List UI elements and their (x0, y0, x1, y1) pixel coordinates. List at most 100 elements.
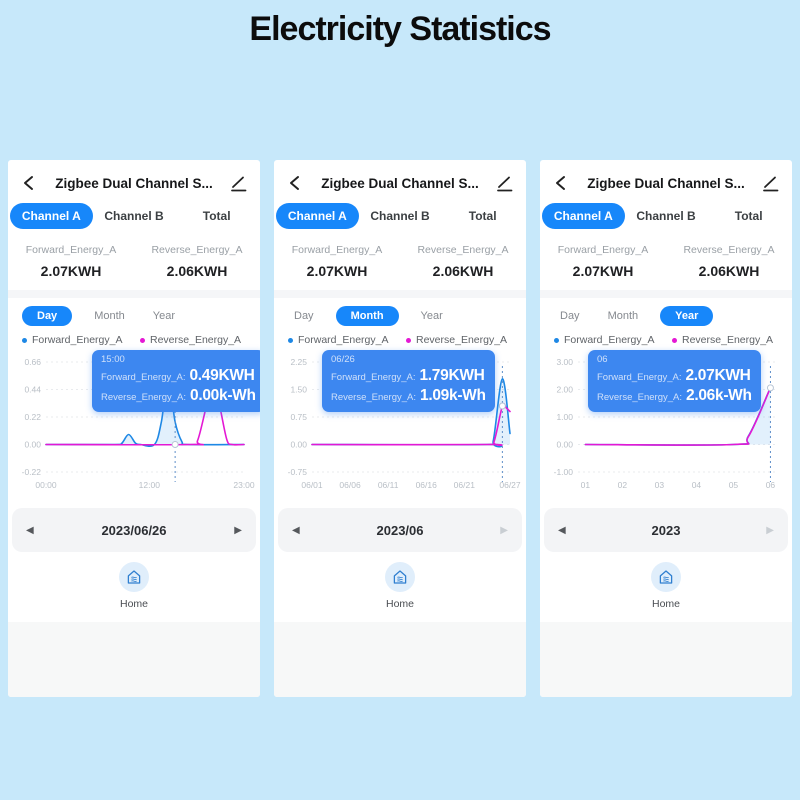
period-tab-month[interactable]: Month (94, 310, 125, 322)
channel-tabs: Channel A Channel B Total (8, 200, 260, 232)
period-tabs: Day Month Year (540, 300, 792, 332)
energy-stats: Forward_Energy_A 2.07KWH Reverse_Energy_… (540, 236, 792, 290)
reverse-energy-stat: Reverse_Energy_A 2.06KWH (400, 236, 526, 290)
period-tab-month[interactable]: Month (335, 306, 399, 326)
chart-tooltip: 06/26 Forward_Energy_A: 1.79KWH Reverse_E… (322, 350, 495, 413)
edit-pencil-icon[interactable] (760, 173, 780, 193)
tab-channel-a[interactable]: Channel A (276, 203, 359, 229)
tab-channel-a[interactable]: Channel A (10, 203, 93, 229)
svg-text:2.25: 2.25 (290, 357, 307, 367)
chart-tooltip: 15:00 Forward_Energy_A: 0.49KWH Reverse_E… (92, 350, 260, 413)
next-date-arrow[interactable]: ▶ (234, 524, 242, 536)
period-tab-day[interactable]: Day (22, 306, 73, 326)
bottom-bar: Home (8, 552, 260, 618)
home-icon (659, 570, 673, 584)
svg-text:05: 05 (729, 480, 739, 490)
phone-card-year: Zigbee Dual Channel S... Channel A Chann… (540, 160, 792, 697)
reverse-energy-value: 2.06KWH (432, 263, 494, 279)
next-date-arrow[interactable]: ▶ (766, 524, 774, 536)
energy-chart-year[interactable]: 3.00 2.00 1.00 0.00 -1.00 01 02 03 04 05 06 06 For… (540, 348, 792, 494)
edit-pencil-icon[interactable] (494, 173, 514, 193)
reverse-legend-dot (406, 337, 411, 343)
svg-text:-1.00: -1.00 (554, 467, 574, 477)
tab-channel-b[interactable]: Channel B (370, 209, 430, 223)
svg-text:0.75: 0.75 (290, 412, 307, 422)
app-header: Zigbee Dual Channel S... (8, 166, 260, 200)
svg-text:2.00: 2.00 (556, 385, 573, 395)
svg-text:06/27: 06/27 (499, 480, 521, 490)
svg-text:0.00: 0.00 (556, 440, 573, 450)
tab-total[interactable]: Total (202, 209, 231, 223)
home-button[interactable] (651, 562, 681, 592)
date-value: 2023/06/26 (101, 522, 167, 538)
energy-stats: Forward_Energy_A 2.07KWH Reverse_Energy_… (274, 236, 526, 290)
next-date-arrow[interactable]: ▶ (500, 524, 508, 536)
period-tab-year[interactable]: Year (420, 310, 443, 322)
tab-channel-b[interactable]: Channel B (636, 209, 696, 223)
svg-text:06/01: 06/01 (301, 480, 323, 490)
legend-forward: Forward_Energy_A (554, 334, 672, 346)
prev-date-arrow[interactable]: ◀ (292, 524, 300, 536)
back-icon[interactable] (20, 173, 40, 193)
bottom-bar: Home (540, 552, 792, 618)
app-header: Zigbee Dual Channel S... (274, 166, 526, 200)
phone-bottom-area (8, 622, 260, 697)
svg-text:02: 02 (618, 480, 628, 490)
prev-date-arrow[interactable]: ◀ (26, 524, 34, 536)
svg-text:06/06: 06/06 (339, 480, 361, 490)
forward-energy-stat: Forward_Energy_A 2.07KWH (8, 236, 134, 290)
forward-legend-dot (288, 337, 293, 343)
period-tab-day[interactable]: Day (560, 310, 580, 322)
svg-text:06/21: 06/21 (454, 480, 476, 490)
forward-energy-value: 2.07KWH (306, 263, 368, 279)
forward-energy-label: Forward_Energy_A (557, 244, 649, 256)
period-tab-year[interactable]: Year (152, 310, 175, 322)
forward-energy-value: 2.07KWH (40, 263, 102, 279)
section-divider (274, 290, 526, 298)
forward-energy-label: Forward_Energy_A (291, 244, 383, 256)
reverse-energy-value: 2.06KWH (698, 263, 760, 279)
back-icon[interactable] (286, 173, 306, 193)
section-divider (8, 290, 260, 298)
energy-chart-day[interactable]: 0.66 0.44 0.22 0.00 -0.22 00:00 12:00 23:00 15:… (8, 348, 260, 494)
chart-tooltip: 06 Forward_Energy_A: 2.07KWH Reverse_Ener… (588, 350, 761, 413)
period-tab-day[interactable]: Day (294, 310, 314, 322)
svg-text:3.00: 3.00 (556, 357, 573, 367)
channel-tabs: Channel A Channel B Total (540, 200, 792, 232)
home-icon (127, 570, 141, 584)
forward-energy-label: Forward_Energy_A (25, 244, 117, 256)
section-divider (540, 290, 792, 298)
date-navigator: ◀ 2023/06 ▶ (278, 508, 522, 552)
svg-text:1.50: 1.50 (290, 385, 307, 395)
edit-pencil-icon[interactable] (228, 173, 248, 193)
phone-card-month: Zigbee Dual Channel S... Channel A Chann… (274, 160, 526, 697)
reverse-energy-label: Reverse_Energy_A (683, 244, 775, 256)
svg-text:04: 04 (692, 480, 702, 490)
reverse-energy-stat: Reverse_Energy_A 2.06KWH (134, 236, 260, 290)
tab-total[interactable]: Total (468, 209, 497, 223)
tab-channel-a[interactable]: Channel A (542, 203, 625, 229)
period-tabs: Day Month Year (274, 300, 526, 332)
energy-chart-month[interactable]: 2.25 1.50 0.75 0.00 -0.75 06/01 06/06 06/11 06/1… (274, 348, 526, 494)
forward-energy-stat: Forward_Energy_A 2.07KWH (540, 236, 666, 290)
period-tab-month[interactable]: Month (607, 310, 639, 322)
prev-date-arrow[interactable]: ◀ (558, 524, 566, 536)
tab-total[interactable]: Total (734, 209, 763, 223)
forward-legend-dot (22, 337, 27, 343)
svg-text:1.00: 1.00 (556, 412, 573, 422)
reverse-energy-label: Reverse_Energy_A (417, 244, 509, 256)
svg-text:-0.22: -0.22 (22, 467, 42, 477)
home-label: Home (651, 598, 680, 610)
legend-reverse: Reverse_Energy_A (140, 334, 258, 346)
svg-text:0.00: 0.00 (24, 440, 41, 450)
phone-bottom-area (540, 622, 792, 697)
period-tab-year[interactable]: Year (660, 306, 714, 326)
back-icon[interactable] (552, 173, 572, 193)
reverse-energy-value: 2.06KWH (166, 263, 228, 279)
tab-channel-b[interactable]: Channel B (104, 209, 164, 223)
svg-text:12:00: 12:00 (139, 480, 161, 490)
forward-energy-value: 2.07KWH (572, 263, 634, 279)
svg-text:06/16: 06/16 (416, 480, 438, 490)
home-button[interactable] (385, 562, 415, 592)
home-button[interactable] (119, 562, 149, 592)
